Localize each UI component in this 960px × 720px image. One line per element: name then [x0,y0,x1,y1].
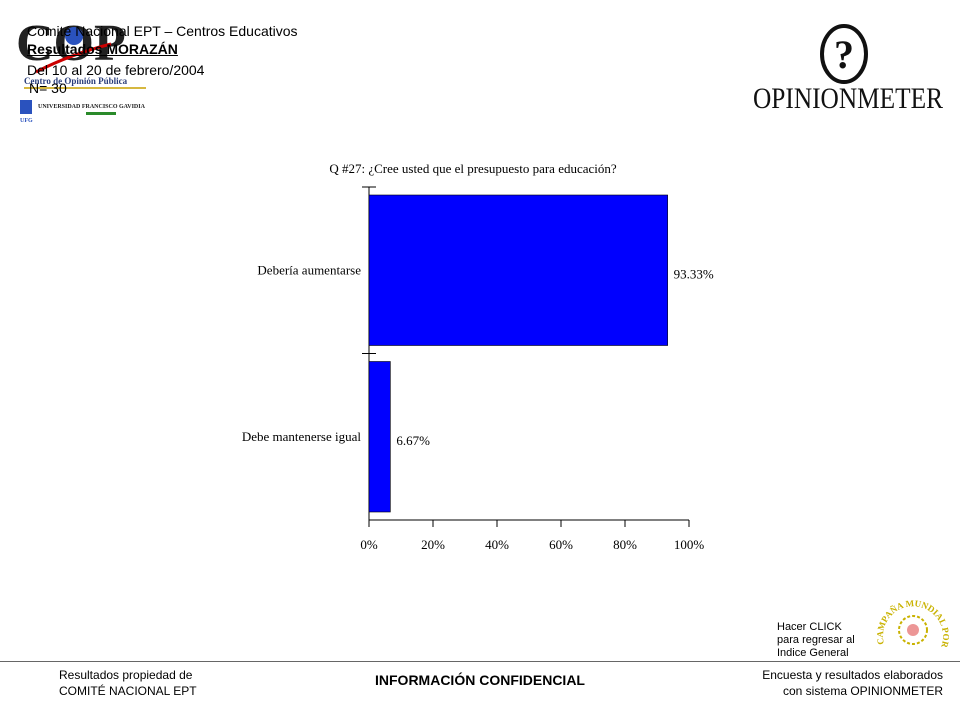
university-name: UNIVERSIDAD FRANCISCO GAVIDIA [38,104,146,110]
bar [368,194,668,346]
x-tick-label: 20% [421,537,445,552]
x-tick-label: 0% [360,537,378,552]
category-label: Debe mantenerse igual [242,429,362,444]
return-link-line3: Indice General [777,647,849,659]
report-date-range: Del 10 al 20 de febrero/2004 [27,62,205,78]
footer-credit-line1: Encuesta y resultados elaborados [762,668,943,682]
question-mark-icon: ? [834,32,854,77]
opinionmeter-wordmark: OPINIONMETER [753,82,943,115]
cop-globe-icon [65,27,83,45]
opinionmeter-logo: ? OPINIONMETER [748,22,948,118]
confidential-notice: INFORMACIÓN CONFIDENCIAL [375,672,585,688]
bar [368,361,391,513]
ufg-shield-icon [20,100,32,114]
cop-logo: COP Centro de Opinión Pública UNIVERSIDA… [16,14,156,124]
x-tick-label: 100% [674,537,705,552]
report-heading: Comité Nacional EPT – Centros Educativos [27,23,298,39]
cop-logo-graphic: COP Centro de Opinión Pública UNIVERSIDA… [16,15,146,124]
footer-owner-line2: COMITÉ NACIONAL EPT [59,684,197,698]
return-to-index-link[interactable]: Hacer CLICK para regresar al Indice Gene… [777,621,855,660]
x-tick-label: 60% [549,537,573,552]
chart-title: Q #27: ¿Cree usted que el presupuesto pa… [329,161,617,176]
return-link-line2: para regresar al [777,634,855,646]
ufg-label: UFG [20,118,33,124]
x-tick-label: 40% [485,537,509,552]
opinionmeter-logo-graphic: ? OPINIONMETER [753,24,943,115]
report-region: Resultados MORAZÁN [27,41,178,57]
footer-credit-line2: con sistema OPINIONMETER [782,684,943,698]
campaign-stamp-logo: CAMPAÑA MUNDIAL POR LA EDUCACIÓN [866,584,956,664]
value-label: 93.33% [674,266,714,281]
footer-divider [0,661,960,662]
cop-subtitle: Centro de Opinión Pública [24,76,128,86]
x-tick-label: 80% [613,537,637,552]
sample-size: N= 30 [29,80,67,96]
cop-swoosh-icon [35,42,112,74]
value-label: 6.67% [396,433,430,448]
return-link-line1: Hacer CLICK [777,621,842,633]
stamp-seal-icon [898,615,928,645]
stamp-text: CAMPAÑA MUNDIAL POR LA EDUCACIÓN [870,592,951,649]
category-label: Debería aumentarse [257,262,361,277]
footer-owner-line1: Resultados propiedad de [59,668,193,682]
question-circle-icon [820,24,868,84]
